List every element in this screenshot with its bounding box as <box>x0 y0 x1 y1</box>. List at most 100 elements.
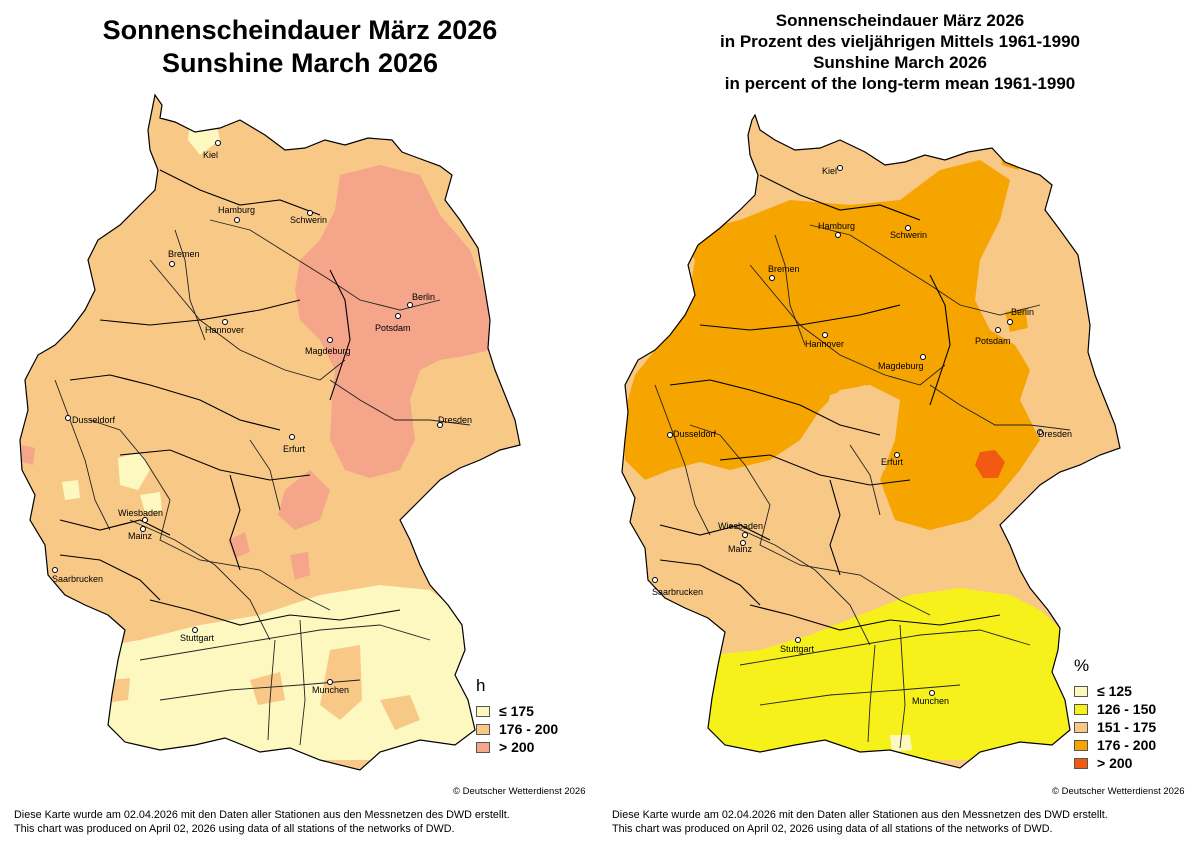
copyright-notice: © Deutscher Wetterdienst 2026 <box>453 786 586 797</box>
germany-sunshine-percent-map: Kiel Hamburg Schwerin Bremen Berlin Pots… <box>621 114 1121 769</box>
sunshine-hours-map-panel: Sonnenscheindauer März 2026 Sunshine Mar… <box>14 15 586 836</box>
footer-note: Diese Karte wurde am 02.04.2026 mit den … <box>14 808 510 836</box>
legend-item: > 200 <box>1074 754 1156 772</box>
svg-text:Mainz: Mainz <box>128 531 153 541</box>
footer-english: This chart was produced on April 02, 202… <box>14 823 455 835</box>
svg-text:Schwerin: Schwerin <box>890 230 927 240</box>
city-berlin: Berlin <box>1007 307 1034 325</box>
legend-item: 176 - 200 <box>476 720 558 738</box>
svg-text:Magdeburg: Magdeburg <box>305 346 351 356</box>
legend-swatch <box>476 723 490 735</box>
svg-text:Kiel: Kiel <box>203 150 218 160</box>
svg-text:Dresden: Dresden <box>438 415 472 425</box>
svg-text:Hamburg: Hamburg <box>218 205 255 215</box>
svg-text:Saarbrucken: Saarbrucken <box>52 574 103 584</box>
city-wiesbaden: Wiesbaden <box>118 508 163 523</box>
svg-text:Wiesbaden: Wiesbaden <box>118 508 163 518</box>
city-hamburg: Hamburg <box>218 205 255 223</box>
city-dusseldorf: Dusseldorf <box>667 429 717 439</box>
map-title-line2: in Prozent des vieljährigen Mittels 1961… <box>720 32 1080 51</box>
legend-label: > 200 <box>1097 755 1133 771</box>
copyright-notice: © Deutscher Wetterdienst 2026 <box>1052 786 1185 797</box>
legend-label: ≤ 125 <box>1097 683 1132 699</box>
svg-text:Dresden: Dresden <box>1038 429 1072 439</box>
legend-label: ≤ 175 <box>499 703 534 719</box>
legend-label: 176 - 200 <box>1097 737 1157 753</box>
city-stuttgart: Stuttgart <box>180 627 215 643</box>
svg-text:Mainz: Mainz <box>728 544 753 554</box>
svg-text:Magdeburg: Magdeburg <box>878 361 924 371</box>
svg-text:Berlin: Berlin <box>1011 307 1034 317</box>
germany-sunshine-hours-map: Kiel Hamburg Schwerin Bremen Berlin Pots… <box>19 94 521 771</box>
legend-hours: h ≤ 175 176 - 200 > 200 <box>476 676 558 756</box>
svg-text:Dusseldorf: Dusseldorf <box>673 429 717 439</box>
legend-swatch <box>1074 721 1088 733</box>
legend-item: 126 - 150 <box>1074 700 1156 718</box>
svg-text:Hannover: Hannover <box>805 339 844 349</box>
svg-text:Hannover: Hannover <box>205 325 244 335</box>
city-bremen: Bremen <box>768 264 800 281</box>
city-dresden: Dresden <box>437 415 472 428</box>
svg-text:Hamburg: Hamburg <box>818 221 855 231</box>
city-labels: Kiel Hamburg Schwerin Bremen Berlin Pots… <box>652 165 1072 706</box>
legend-swatch <box>1074 685 1088 697</box>
svg-text:Munchen: Munchen <box>312 685 349 695</box>
legend-percent: % ≤ 125 126 - 150 151 - 175 176 - 200 > … <box>1074 656 1156 772</box>
city-labels: Kiel Hamburg Schwerin Bremen Berlin Pots… <box>52 140 472 695</box>
legend-item: > 200 <box>476 738 558 756</box>
map-title-line1: Sonnenscheindauer März 2026 <box>775 11 1025 30</box>
legend-swatch <box>1074 757 1088 769</box>
legend-item: ≤ 175 <box>476 702 558 720</box>
legend-swatch <box>476 741 490 753</box>
city-saarbrucken: Saarbrucken <box>52 567 103 584</box>
legend-item: 176 - 200 <box>1074 736 1156 754</box>
legend-label: > 200 <box>499 739 535 755</box>
map-title-line1: Sonnenscheindauer März 2026 <box>102 15 498 45</box>
svg-text:Bremen: Bremen <box>768 264 800 274</box>
svg-text:Wiesbaden: Wiesbaden <box>718 521 763 531</box>
city-hannover: Hannover <box>205 319 244 335</box>
footer-german: Diese Karte wurde am 02.04.2026 mit den … <box>14 809 510 821</box>
legend-item: ≤ 125 <box>1074 682 1156 700</box>
city-magdeburg: Magdeburg <box>305 337 351 356</box>
city-mainz: Mainz <box>128 526 153 541</box>
city-schwerin: Schwerin <box>890 225 927 240</box>
city-berlin: Berlin <box>407 292 435 308</box>
svg-text:Erfurt: Erfurt <box>283 444 306 454</box>
svg-text:Berlin: Berlin <box>412 292 435 302</box>
city-magdeburg: Magdeburg <box>878 354 926 371</box>
map-title: Sonnenscheindauer März 2026 in Prozent d… <box>600 10 1200 94</box>
svg-text:Saarbrucken: Saarbrucken <box>652 587 703 597</box>
city-kiel: Kiel <box>822 165 843 176</box>
city-saarbrucken: Saarbrucken <box>652 577 703 597</box>
svg-text:Dusseldorf: Dusseldorf <box>72 415 116 425</box>
city-kiel: Kiel <box>203 140 221 160</box>
legend-unit: h <box>476 676 486 695</box>
city-erfurt: Erfurt <box>283 434 306 454</box>
svg-text:Kiel: Kiel <box>822 166 837 176</box>
legend-label: 151 - 175 <box>1097 719 1157 735</box>
city-schwerin: Schwerin <box>290 210 327 225</box>
city-erfurt: Erfurt <box>881 452 904 467</box>
svg-text:Erfurt: Erfurt <box>881 457 904 467</box>
legend-swatch <box>1074 703 1088 715</box>
svg-text:Potsdam: Potsdam <box>375 323 411 333</box>
city-wiesbaden: Wiesbaden <box>718 521 763 538</box>
city-stuttgart: Stuttgart <box>780 637 815 654</box>
legend-swatch <box>476 705 490 717</box>
city-dresden: Dresden <box>1037 429 1072 439</box>
legend-item: 151 - 175 <box>1074 718 1156 736</box>
map-title-line3: Sunshine March 2026 <box>813 53 987 72</box>
city-potsdam: Potsdam <box>975 327 1011 346</box>
city-potsdam: Potsdam <box>375 313 411 333</box>
footer-note: Diese Karte wurde am 02.04.2026 mit den … <box>612 808 1108 836</box>
footer-german: Diese Karte wurde am 02.04.2026 mit den … <box>612 809 1108 821</box>
city-hannover: Hannover <box>805 332 844 349</box>
city-dusseldorf: Dusseldorf <box>65 415 116 425</box>
svg-text:Bremen: Bremen <box>168 249 200 259</box>
svg-text:Potsdam: Potsdam <box>975 336 1011 346</box>
city-hamburg: Hamburg <box>818 221 855 238</box>
legend-swatch <box>1074 739 1088 751</box>
legend-label: 126 - 150 <box>1097 701 1157 717</box>
map-title-line2: Sunshine March 2026 <box>161 48 439 78</box>
